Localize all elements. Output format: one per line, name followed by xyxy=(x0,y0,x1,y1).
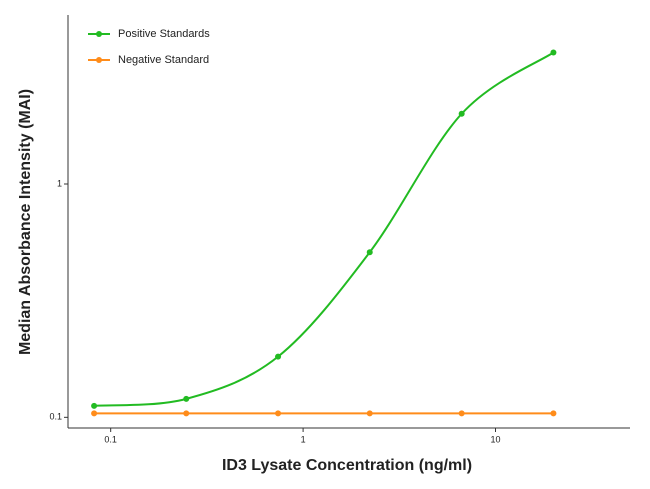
x-tick-label: 1 xyxy=(301,434,306,444)
x-tick-label: 10 xyxy=(491,434,501,444)
y-tick-label: 1 xyxy=(57,178,62,188)
legend-label: Positive Standards xyxy=(118,28,210,40)
data-point xyxy=(91,410,98,417)
series-line xyxy=(94,51,554,407)
x-axis-title: ID3 Lysate Concentration (ng/ml) xyxy=(222,457,472,474)
y-tick-label: 0.1 xyxy=(49,412,62,422)
data-point xyxy=(458,110,465,117)
data-point xyxy=(550,410,557,417)
y-axis-title: Median Absorbance Intensity (MAI) xyxy=(17,89,34,355)
data-point xyxy=(275,410,282,417)
data-point xyxy=(458,410,465,417)
legend-label: Negative Standard xyxy=(118,54,209,66)
legend-marker xyxy=(96,31,102,37)
legend-marker xyxy=(96,57,102,63)
data-point xyxy=(366,249,373,256)
data-point xyxy=(183,395,190,402)
data-point xyxy=(275,353,282,360)
x-tick-label: 0.1 xyxy=(104,434,117,444)
data-point xyxy=(91,402,98,409)
data-point xyxy=(366,410,373,417)
data-point xyxy=(550,49,557,56)
data-point xyxy=(183,410,190,417)
